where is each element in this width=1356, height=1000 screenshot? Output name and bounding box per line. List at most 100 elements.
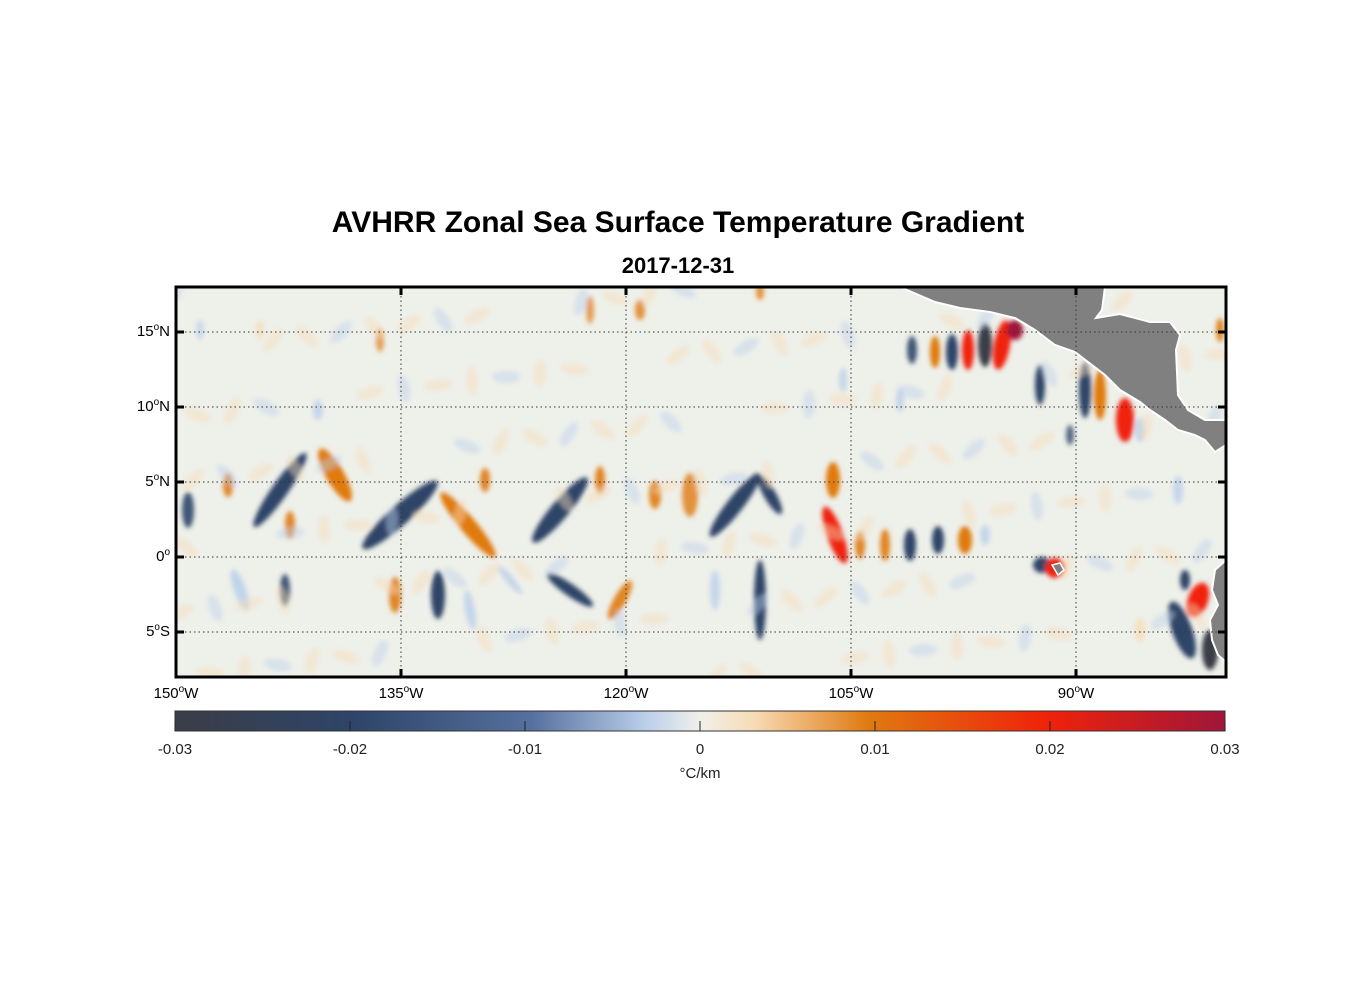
texture-10	[1139, 413, 1153, 441]
texture-18	[860, 451, 884, 471]
gradient-feature-29	[904, 529, 916, 561]
lat-label-1: 10oN	[136, 397, 170, 415]
texture-7	[841, 651, 869, 665]
cb-label-1: -0.02	[332, 741, 368, 758]
texture-87	[207, 594, 223, 622]
texture-62	[929, 442, 951, 464]
gradient-feature-56	[256, 320, 264, 340]
texture-81	[670, 287, 696, 299]
map-title: AVHRR Zonal Sea Surface Temperature Grad…	[331, 206, 1025, 239]
texture-67	[364, 316, 386, 340]
texture-45	[330, 321, 352, 343]
texture-6	[747, 593, 769, 617]
texture-82	[771, 330, 789, 356]
texture-130	[176, 536, 198, 558]
texture-138	[948, 573, 976, 589]
texture-9	[1040, 361, 1058, 387]
texture-16	[666, 345, 690, 365]
texture-94	[881, 580, 907, 598]
texture-86	[1155, 546, 1181, 564]
texture-127	[937, 374, 953, 402]
texture-78	[385, 507, 399, 535]
texture-35	[411, 570, 431, 594]
lon-label-4: 90oW	[1057, 684, 1095, 702]
cb-label-0: -0.03	[157, 741, 193, 758]
gradient-feature-37	[946, 334, 958, 370]
texture-70	[652, 479, 680, 495]
texture-101	[512, 558, 534, 582]
texture-106	[998, 433, 1018, 457]
texture-47	[522, 429, 548, 447]
lon-label-1: 135oW	[378, 684, 424, 702]
texture-100	[412, 510, 440, 524]
gradient-feature-38	[962, 330, 974, 370]
texture-116	[919, 572, 937, 598]
texture-41	[989, 503, 1017, 517]
frame-ticks	[174, 287, 1226, 677]
texture-139	[1045, 627, 1073, 641]
gradient-feature-39	[978, 323, 992, 367]
texture-23	[295, 325, 319, 347]
map-subtitle: 2017-12-31	[621, 253, 735, 278]
texture-58	[545, 617, 559, 645]
texture-122	[453, 499, 467, 527]
texture-84	[962, 438, 986, 460]
gradient-feature-51	[1168, 601, 1196, 659]
texture-27	[681, 541, 709, 555]
texture-4	[555, 486, 573, 512]
texture-21	[1150, 610, 1176, 630]
gradient-feature-14	[607, 580, 633, 620]
texture-134	[560, 362, 588, 376]
texture-83	[870, 382, 884, 410]
colorbar-unit: °C/km	[679, 765, 721, 782]
texture-90	[492, 371, 520, 383]
texture-128	[1029, 431, 1055, 451]
gradient-feature-32	[980, 525, 990, 545]
texture-107	[1098, 484, 1112, 512]
texture-110	[332, 649, 360, 665]
texture-15	[574, 288, 588, 316]
gradient-feature-15	[546, 573, 594, 607]
gradient-feature-54	[1216, 318, 1224, 342]
texture-61	[829, 393, 857, 407]
lat-label-0: 15oN	[136, 322, 170, 340]
texture-13	[374, 577, 400, 595]
gradient-feature-42	[1035, 365, 1045, 405]
texture-2	[356, 386, 384, 400]
gradient-feature-60	[756, 287, 764, 300]
texture-48	[624, 477, 640, 505]
texture-112	[533, 359, 547, 387]
texture-72	[850, 581, 870, 605]
texture-113	[626, 414, 648, 438]
gradient-feature-6	[362, 480, 438, 550]
gradient-feature-58	[586, 296, 594, 324]
texture-129	[1125, 487, 1153, 501]
texture-25	[492, 429, 510, 455]
texture-8	[939, 312, 965, 330]
texture-42	[1086, 555, 1114, 571]
texture-89	[397, 314, 421, 334]
texture-97	[1178, 344, 1192, 372]
texture-98	[223, 398, 241, 424]
texture-40	[895, 445, 917, 469]
texture-93	[789, 522, 805, 550]
texture-55	[249, 462, 273, 482]
gradient-feature-53	[1173, 476, 1183, 504]
texture-11	[181, 469, 205, 491]
texture-132	[372, 639, 388, 667]
texture-109	[235, 596, 263, 612]
texture-63	[1030, 492, 1044, 520]
texture-71	[749, 532, 777, 548]
cb-label-6: 0.03	[1210, 741, 1240, 758]
texture-1	[263, 328, 283, 352]
cb-label-3: 0	[695, 741, 705, 758]
texture-19	[961, 500, 977, 528]
texture-80	[572, 620, 600, 634]
texture-14	[476, 625, 492, 653]
cb-label-4: 0.01	[860, 741, 890, 758]
texture-57	[443, 568, 467, 588]
colorbar-ticks	[174, 721, 1226, 731]
gradient-feature-2	[182, 492, 194, 528]
lon-label-2: 120oW	[603, 684, 649, 702]
